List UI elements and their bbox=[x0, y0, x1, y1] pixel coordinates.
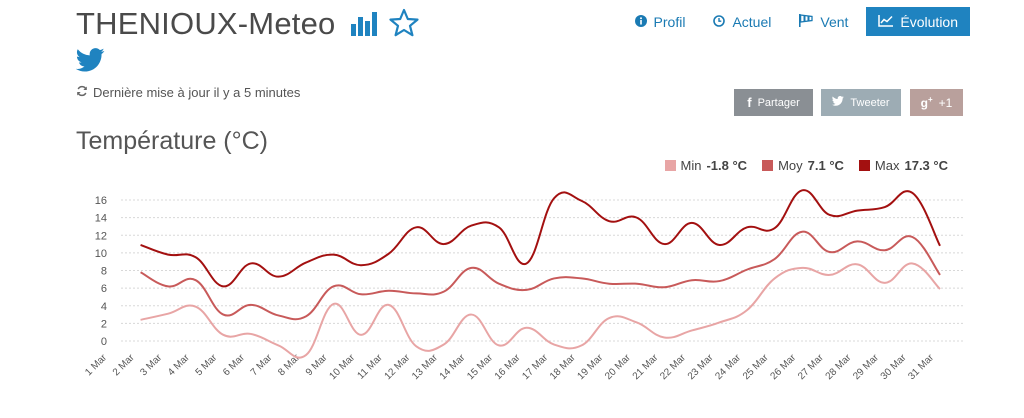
bar-chart-icon[interactable] bbox=[350, 9, 377, 42]
x-tick-label: 23 Mar bbox=[686, 352, 716, 382]
x-tick-label: 31 Mar bbox=[906, 352, 936, 382]
y-tick-label: 4 bbox=[101, 301, 107, 313]
twitter-icon[interactable] bbox=[75, 48, 105, 77]
legend-value-max: 17.3 °C bbox=[904, 158, 948, 173]
x-tick-label: 1 Mar bbox=[83, 352, 109, 378]
twitter-small-icon bbox=[832, 96, 845, 109]
chart-legend: Min -1.8 °C Moy 7.1 °C Max 17.3 °C bbox=[664, 158, 948, 173]
gplus-icon: g+ bbox=[920, 95, 933, 110]
series-line-min[interactable] bbox=[140, 262, 941, 359]
nav-profil-label: Profil bbox=[653, 13, 686, 30]
y-tick-label: 10 bbox=[95, 248, 107, 260]
x-tick-label: 5 Mar bbox=[194, 352, 220, 378]
legend-item-max[interactable]: Max 17.3 °C bbox=[858, 158, 948, 173]
windsock-icon bbox=[799, 13, 814, 30]
title-icons bbox=[350, 8, 419, 43]
app-title: THENIOUX-Meteo bbox=[76, 6, 336, 41]
x-tick-label: 19 Mar bbox=[576, 352, 606, 382]
legend-swatch-min bbox=[664, 160, 676, 171]
y-tick-label: 6 bbox=[101, 283, 107, 295]
x-tick-label: 30 Mar bbox=[879, 352, 909, 382]
info-circle-icon bbox=[634, 14, 647, 30]
x-tick-label: 15 Mar bbox=[465, 352, 495, 382]
x-tick-label: 24 Mar bbox=[713, 352, 743, 382]
x-tick-label: 27 Mar bbox=[796, 352, 826, 382]
share-gplus-label: +1 bbox=[938, 95, 953, 110]
legend-value-moy: 7.1 °C bbox=[807, 158, 844, 173]
x-tick-label: 3 Mar bbox=[138, 352, 164, 378]
x-tick-label: 12 Mar bbox=[383, 352, 413, 382]
legend-item-moy[interactable]: Moy 7.1 °C bbox=[762, 158, 844, 173]
legend-value-min: -1.8 °C bbox=[706, 158, 748, 173]
x-tick-label: 29 Mar bbox=[851, 352, 881, 382]
x-tick-label: 20 Mar bbox=[603, 352, 633, 382]
last-update: Dernière mise à jour il y a 5 minutes bbox=[76, 85, 300, 100]
legend-item-min[interactable]: Min -1.8 °C bbox=[664, 158, 748, 173]
facebook-icon: f bbox=[747, 95, 752, 110]
x-tick-label: 25 Mar bbox=[741, 352, 771, 382]
clock-icon bbox=[713, 14, 726, 30]
x-tick-label: 28 Mar bbox=[824, 352, 854, 382]
main-nav: Profil Actuel Vent Évolution bbox=[621, 7, 970, 36]
y-tick-label: 14 bbox=[95, 213, 107, 225]
legend-swatch-max bbox=[858, 160, 870, 171]
x-tick-label: 21 Mar bbox=[631, 352, 661, 382]
nav-vent-label: Vent bbox=[820, 13, 849, 30]
nav-profil[interactable]: Profil bbox=[621, 7, 700, 36]
legend-name-max: Max bbox=[874, 158, 900, 173]
legend-name-min: Min bbox=[680, 158, 702, 173]
last-update-text: Dernière mise à jour il y a 5 minutes bbox=[93, 85, 301, 100]
x-tick-label: 13 Mar bbox=[410, 352, 440, 382]
section-title: Température (°C) bbox=[76, 127, 268, 155]
nav-evolution[interactable]: Évolution bbox=[866, 7, 970, 36]
share-facebook-button[interactable]: f Partager bbox=[734, 89, 813, 116]
x-tick-label: 4 Mar bbox=[166, 352, 192, 378]
x-tick-label: 11 Mar bbox=[356, 352, 386, 382]
x-tick-label: 22 Mar bbox=[658, 352, 688, 382]
refresh-icon[interactable] bbox=[76, 85, 88, 100]
x-tick-label: 26 Mar bbox=[769, 352, 799, 382]
y-tick-label: 2 bbox=[101, 318, 107, 330]
star-outline-icon[interactable] bbox=[389, 8, 419, 43]
y-tick-label: 16 bbox=[95, 195, 107, 207]
nav-actuel[interactable]: Actuel bbox=[699, 7, 785, 36]
x-tick-label: 6 Mar bbox=[221, 352, 247, 378]
share-gplus-button[interactable]: g+ +1 bbox=[910, 89, 963, 116]
x-tick-label: 8 Mar bbox=[276, 352, 302, 378]
line-chart-icon bbox=[878, 14, 894, 30]
nav-actuel-label: Actuel bbox=[732, 13, 772, 30]
x-tick-label: 17 Mar bbox=[520, 352, 550, 382]
series-line-moy[interactable] bbox=[140, 230, 941, 321]
share-facebook-label: Partager bbox=[757, 96, 800, 109]
share-twitter-label: Tweeter bbox=[850, 96, 890, 109]
y-tick-label: 8 bbox=[101, 266, 107, 278]
x-tick-label: 18 Mar bbox=[548, 352, 578, 382]
nav-evolution-label: Évolution bbox=[900, 13, 958, 30]
y-tick-label: 12 bbox=[95, 230, 107, 242]
nav-vent[interactable]: Vent bbox=[785, 7, 862, 36]
legend-name-moy: Moy bbox=[778, 158, 803, 173]
x-tick-label: 14 Mar bbox=[438, 352, 468, 382]
x-tick-label: 7 Mar bbox=[249, 352, 275, 378]
share-twitter-button[interactable]: Tweeter bbox=[821, 89, 901, 116]
legend-swatch-moy bbox=[762, 160, 774, 171]
series-line-max[interactable] bbox=[140, 189, 941, 288]
x-tick-label: 16 Mar bbox=[493, 352, 523, 382]
y-tick-label: 0 bbox=[101, 336, 107, 348]
x-tick-label: 10 Mar bbox=[327, 352, 357, 382]
x-tick-label: 2 Mar bbox=[111, 352, 137, 378]
